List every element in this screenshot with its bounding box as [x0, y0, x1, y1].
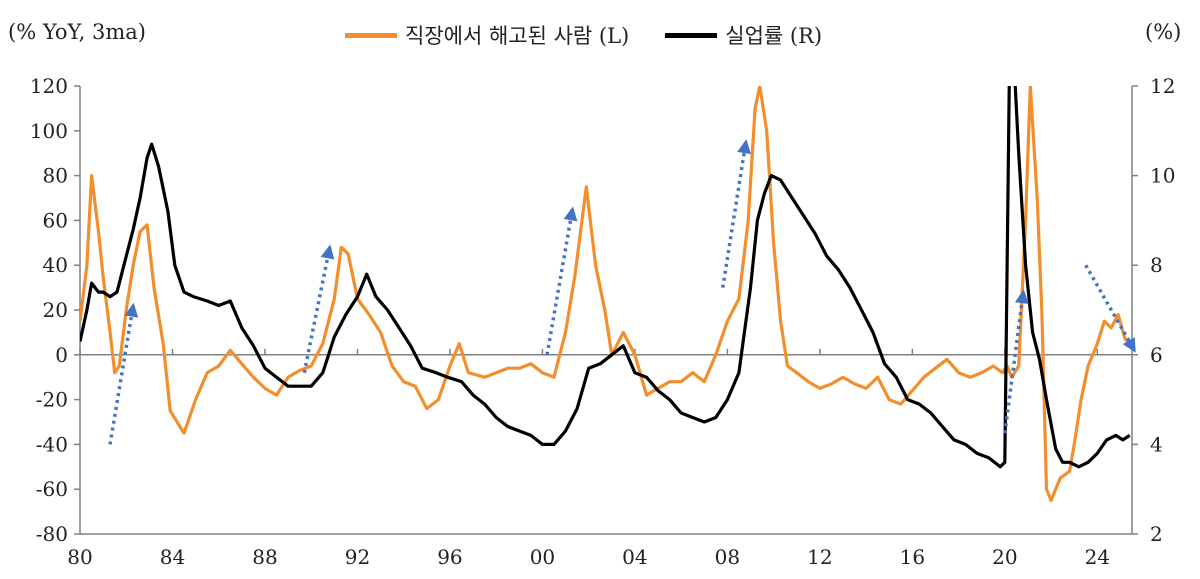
x-tick-label: 92 — [345, 545, 370, 569]
series-line-unemployment — [80, 86, 1131, 469]
right-tick-label: 10 — [1150, 164, 1175, 188]
right-axis-unit: (%) — [1145, 20, 1182, 44]
trend-arrow-6 — [1084, 264, 1136, 353]
x-tick-label: 88 — [252, 545, 277, 569]
left-tick-label: -80 — [36, 522, 68, 546]
legend-label-laid-off: 직장에서 해고된 사람 (L) — [405, 24, 630, 48]
x-tick-label: 24 — [1085, 545, 1110, 569]
right-tick-label: 6 — [1150, 343, 1163, 367]
trend-arrow-3 — [545, 206, 578, 356]
x-tick-label: 84 — [160, 545, 185, 569]
right-tick-label: 2 — [1150, 522, 1163, 546]
annotation-layer — [108, 139, 1136, 445]
legend-swatch-unemployment — [665, 32, 718, 38]
x-tick-label: 80 — [67, 545, 92, 569]
left-axis-unit: (% YoY, 3ma) — [8, 20, 146, 44]
x-tick-label: 16 — [900, 545, 925, 569]
x-tick-label: 08 — [715, 545, 740, 569]
right-tick-label: 4 — [1150, 432, 1163, 456]
x-tick-label: 00 — [530, 545, 555, 569]
left-tick-label: 40 — [43, 253, 68, 277]
legend-swatch-laid-off — [345, 32, 397, 38]
x-tick-label: 96 — [437, 545, 462, 569]
trend-arrow-5 — [1003, 289, 1029, 434]
x-tick-label: 12 — [807, 545, 832, 569]
left-tick-label: -60 — [36, 477, 68, 501]
trend-arrow-1 — [108, 302, 139, 445]
left-tick-label: -20 — [36, 388, 68, 412]
right-tick-label: 8 — [1150, 253, 1163, 277]
left-tick-label: 0 — [55, 343, 68, 367]
left-tick-label: 20 — [43, 298, 68, 322]
axes-layer: 120 100 80 60 40 20 0 -20 -40 -60 -80 12 10 8 6 4 2 80 84 8… — [30, 74, 1176, 569]
legend-label-unemployment: 실업률 (R) — [725, 24, 823, 48]
series-layer — [80, 86, 1131, 502]
left-tick-label: 120 — [30, 74, 68, 98]
left-tick-label: -40 — [36, 432, 68, 456]
x-tick-label: 20 — [992, 545, 1017, 569]
left-tick-label: 100 — [30, 119, 68, 143]
legend-item-unemployment: 실업률 (R) — [665, 20, 822, 50]
trend-arrow-2 — [302, 244, 335, 374]
legend: 직장에서 해고된 사람 (L) 실업률 (R) — [345, 20, 858, 50]
x-tick-label: 04 — [622, 545, 647, 569]
series-line-laid-off — [80, 86, 1131, 502]
left-tick-label: 60 — [43, 208, 68, 232]
right-tick-label: 12 — [1150, 74, 1175, 98]
left-tick-label: 80 — [43, 164, 68, 188]
legend-item-laid-off: 직장에서 해고된 사람 (L) — [345, 20, 629, 50]
